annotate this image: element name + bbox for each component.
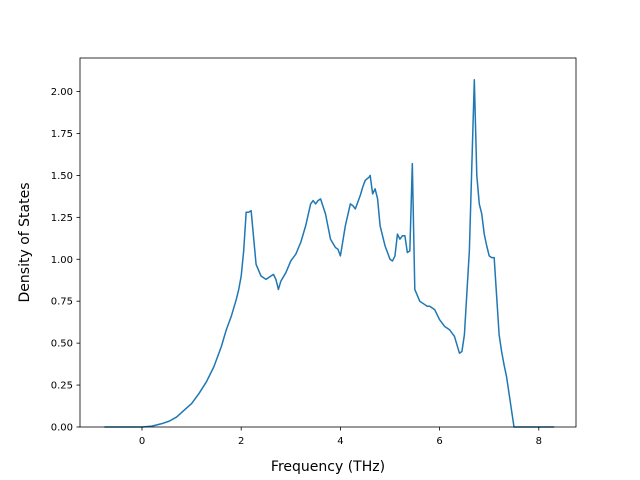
- y-tick-label: 0.50: [51, 339, 73, 350]
- y-axis-label: Density of States: [17, 183, 33, 303]
- y-tick-label: 1.25: [51, 213, 73, 224]
- y-tick-label: 0.25: [51, 381, 73, 392]
- x-tick-label: 0: [139, 436, 145, 447]
- plot-area: [80, 58, 576, 427]
- axes-frame: [79, 57, 577, 428]
- x-tick-label: 2: [238, 436, 244, 447]
- x-tick-label: 6: [436, 436, 442, 447]
- y-axis: 0.00 0.25 0.50 0.75 1.00 1.25 1.50 1.75 2.00: [51, 87, 80, 434]
- y-tick-label: 0.00: [51, 423, 73, 434]
- y-tick-label: 1.00: [51, 255, 73, 266]
- y-tick-label: 1.75: [51, 129, 73, 140]
- series-layer: [104, 79, 555, 428]
- x-axis-label: Frequency (THz): [271, 459, 385, 475]
- y-tick-label: 2.00: [51, 87, 73, 98]
- x-axis: 0 2 4 6 8: [139, 427, 542, 447]
- y-tick-label: 0.75: [51, 297, 73, 308]
- y-tick-label: 1.50: [51, 171, 73, 182]
- dos-series-line: [104, 79, 555, 428]
- x-tick-label: 4: [337, 436, 343, 447]
- x-tick-label: 8: [536, 436, 542, 447]
